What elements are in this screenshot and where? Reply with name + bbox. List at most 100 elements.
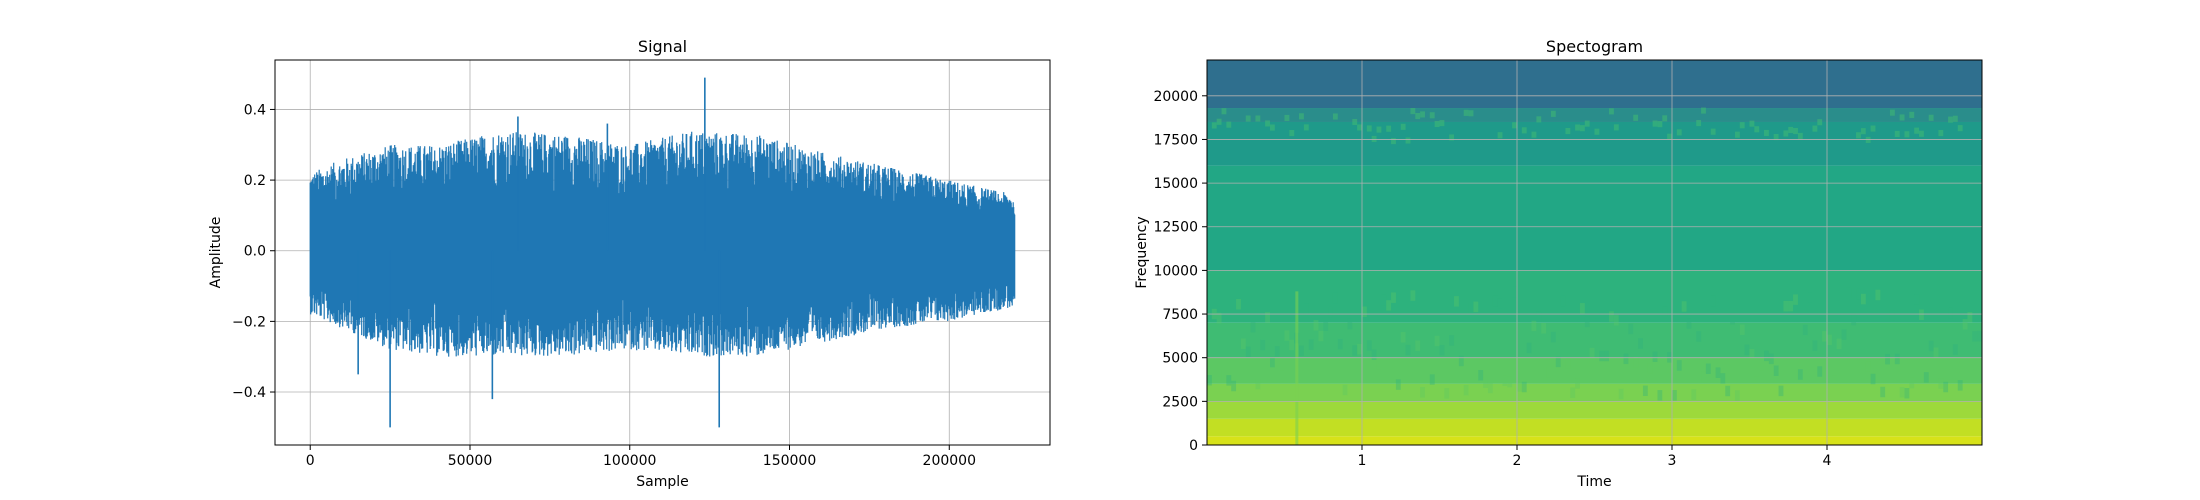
spectrogram-speckle xyxy=(1560,295,1566,307)
spectrogram-speckle xyxy=(1851,314,1857,326)
spectrogram-speckle xyxy=(1386,300,1392,311)
spectrogram-speckle xyxy=(1860,128,1866,135)
spectrogram-speckle xyxy=(1880,386,1886,398)
spectrogram-speckle xyxy=(1633,114,1639,121)
spectrogram-speckle xyxy=(1255,115,1261,122)
spectrogram-speckle xyxy=(1487,382,1493,394)
spectrogram-speckle xyxy=(1395,379,1401,390)
spectrogram-speckle xyxy=(1899,387,1905,398)
spectrogram-axes-frame xyxy=(1206,59,1983,446)
spectrogram-speckle xyxy=(1870,125,1876,132)
spectrogram-speckle xyxy=(1531,320,1537,332)
spectrogram-speckle xyxy=(1952,115,1958,122)
spectrogram-speckle xyxy=(1759,370,1765,382)
spectrogram-speckle xyxy=(1657,121,1663,128)
spectrogram-speckle xyxy=(1429,112,1435,119)
spectrogram-speckle xyxy=(1439,344,1445,356)
spectrogram-y-axis-label: Frequency xyxy=(1134,216,1150,288)
signal-waveform-core xyxy=(310,222,1015,279)
spectrogram-speckle xyxy=(1226,121,1232,128)
spectrogram-speckle xyxy=(1764,350,1769,362)
spectrogram-y-tick-label: 2500 xyxy=(1162,394,1198,410)
spectrogram-speckle xyxy=(1260,339,1266,351)
spectrogram-speckle xyxy=(1725,385,1731,397)
spectrogram-speckle xyxy=(1865,136,1871,143)
spectrogram-speckle xyxy=(1638,338,1643,349)
spectrogram-speckle xyxy=(1705,363,1711,374)
signal-x-ticks: 0 50000 100000 150000 200000 xyxy=(306,445,976,469)
spectrogram-speckle xyxy=(1429,374,1435,385)
spectrogram-speckle xyxy=(1618,388,1624,400)
spectrogram-speckle xyxy=(1463,109,1469,116)
spectrogram-speckle xyxy=(1555,356,1561,368)
spectrogram-speckle xyxy=(1221,108,1227,115)
spectrogram-speckle xyxy=(1836,338,1842,350)
spectrogram-speckle xyxy=(1778,385,1784,397)
spectrogram-y-tick-label: 12500 xyxy=(1153,220,1198,236)
spectrogram-speckle xyxy=(1672,390,1677,401)
signal-plot-area xyxy=(309,77,1016,428)
signal-y-tick-label: 0.0 xyxy=(244,244,266,260)
spectrogram-speckle xyxy=(1812,340,1818,351)
spectrogram-speckle xyxy=(1584,120,1590,127)
signal-y-tick-label: 0.4 xyxy=(244,102,266,118)
spectrogram-speckle xyxy=(1221,370,1227,381)
spectrogram-speckle xyxy=(1308,339,1314,350)
spectrogram-title: Spectogram xyxy=(1546,37,1643,56)
spectrogram-speckle xyxy=(1715,367,1721,378)
spectrogram-speckle xyxy=(1701,107,1706,114)
spectrogram-speckle xyxy=(1483,377,1488,388)
spectrogram-speckle xyxy=(1899,114,1905,121)
spectrogram-speckle xyxy=(1914,294,1920,305)
spectrogram-speckle xyxy=(1594,128,1600,135)
spectrogram-speckle xyxy=(1754,366,1760,377)
spectrogram-speckle xyxy=(1391,138,1396,145)
spectrogram-speckle xyxy=(1662,115,1668,122)
spectrogram-band xyxy=(1207,322,1982,358)
spectrogram-speckle xyxy=(1400,123,1406,130)
spectrogram-speckle xyxy=(1502,375,1508,386)
spectrogram-speckle xyxy=(1889,310,1895,321)
spectrogram-speckle xyxy=(1613,124,1619,131)
spectrogram-x-axis-label: Time xyxy=(1576,474,1611,490)
spectrogram-speckle xyxy=(1875,289,1881,301)
spectrogram-speckle xyxy=(1216,312,1222,324)
spectrogram-speckle xyxy=(1226,375,1232,386)
signal-panel: 0 50000 100000 150000 200000 −0.4 −0.2 0.0 0.2 0… xyxy=(208,37,1051,490)
spectrogram-band xyxy=(1207,357,1982,384)
spectrogram-speckle xyxy=(1589,347,1595,359)
spectrogram-speckle xyxy=(1279,370,1285,382)
spectrogram-speckle xyxy=(1928,340,1934,352)
spectrogram-speckle xyxy=(1904,388,1910,399)
spectrogram-speckle xyxy=(1841,329,1847,340)
spectrogram-y-tick-label: 20000 xyxy=(1153,89,1198,105)
spectrogram-speckle xyxy=(1269,356,1275,368)
spectrogram-speckle xyxy=(1449,335,1455,346)
spectrogram-speckle xyxy=(1565,127,1571,135)
spectrogram-speckle xyxy=(1299,345,1304,356)
spectrogram-speckle xyxy=(1245,115,1251,122)
spectrogram-speckle xyxy=(1681,301,1687,312)
spectrogram-speckle xyxy=(1952,344,1958,355)
spectrogram-speckle xyxy=(1231,380,1237,392)
spectrogram-speckle xyxy=(1444,388,1450,399)
spectrogram-speckle xyxy=(1415,112,1421,120)
spectrogram-speckle xyxy=(1788,126,1794,134)
spectrogram-speckle xyxy=(1827,334,1832,346)
spectrogram-speckle xyxy=(1909,111,1915,118)
spectrogram-speckle xyxy=(1415,340,1421,351)
spectrogram-speckle xyxy=(1289,339,1295,351)
spectrogram-speckle xyxy=(1894,130,1900,138)
spectrogram-speckle xyxy=(1957,380,1963,391)
spectrogram-speckle xyxy=(1739,324,1745,335)
spectrogram-speckle xyxy=(1642,385,1648,397)
spectrogram-speckle xyxy=(1613,315,1619,326)
spectrogram-speckle xyxy=(1386,125,1392,132)
spectrogram-speckle xyxy=(1734,131,1740,138)
spectrogram-speckle xyxy=(1696,120,1702,127)
spectrogram-speckle xyxy=(1439,120,1445,127)
spectrogram-speckle xyxy=(1332,113,1338,120)
spectrogram-speckle xyxy=(1236,298,1241,310)
spectrogram-speckle xyxy=(1676,360,1682,371)
